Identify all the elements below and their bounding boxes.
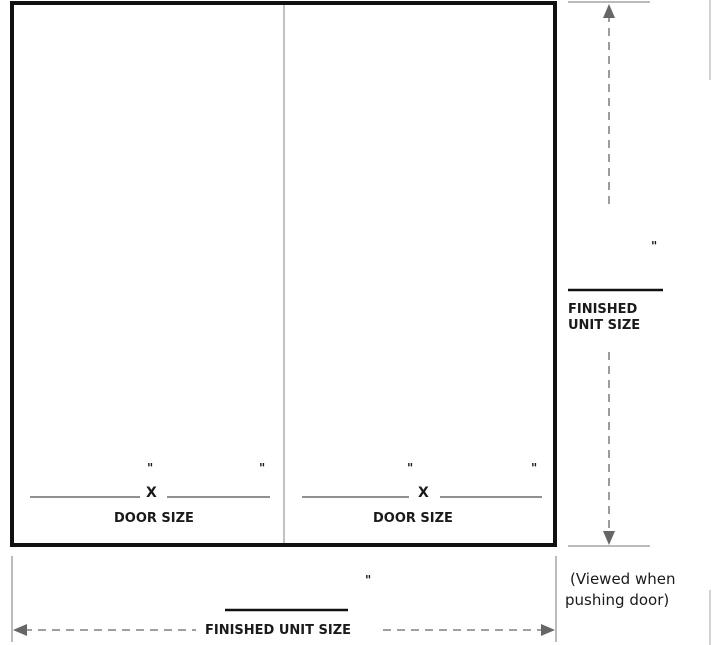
right-door-height-inch-mark: ": [531, 461, 538, 475]
unit-frame: [10, 1, 557, 547]
left-door-width-inch-mark: ": [147, 461, 154, 475]
width-arrow-left: [13, 624, 27, 636]
width-inch-mark: ": [365, 573, 372, 587]
height-arrow-up: [603, 4, 615, 18]
view-note-line2: pushing door): [565, 591, 670, 609]
height-arrow-down: [603, 531, 615, 545]
width-label: FINISHED UNIT SIZE: [205, 623, 352, 638]
view-note-line1: (Viewed when: [570, 570, 676, 588]
left-door-height-inch-mark: ": [259, 461, 266, 475]
left-door-size-label: DOOR SIZE: [114, 511, 194, 526]
right-door-size-label: DOOR SIZE: [373, 511, 453, 526]
right-door-width-inch-mark: ": [407, 461, 414, 475]
left-door-times-sign: X: [146, 485, 157, 501]
right-door-times-sign: X: [418, 485, 429, 501]
width-arrow-right: [541, 624, 555, 636]
height-label-line2: UNIT SIZE: [568, 318, 641, 333]
height-label-line1: FINISHED: [568, 302, 638, 317]
height-inch-mark: ": [651, 239, 658, 253]
